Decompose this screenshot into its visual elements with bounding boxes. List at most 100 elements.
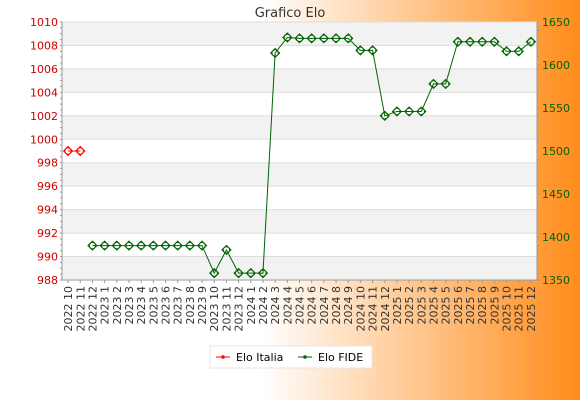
data-point-circle	[125, 241, 133, 250]
data-point-circle	[454, 38, 462, 46]
x-tick-label: 2022 12	[86, 286, 99, 332]
legend-swatch-marker	[221, 355, 225, 359]
x-tick-label: 2024 2	[257, 286, 270, 325]
series-elo-italia	[62, 145, 86, 157]
data-point-circle	[417, 107, 425, 116]
y-right-tick-label: 1550	[542, 102, 570, 115]
y-left-tick-label: 1006	[30, 63, 58, 76]
data-point-circle	[320, 34, 328, 43]
data-point-circle	[295, 34, 304, 43]
data-point-circle	[113, 241, 121, 250]
x-tick-label: 2022 10	[62, 286, 75, 332]
data-point-circle	[332, 34, 340, 43]
y-left-tick-label: 1010	[30, 16, 58, 29]
data-point-circle	[356, 46, 365, 55]
x-tick-label: 2025 8	[476, 286, 489, 325]
x-tick-label: 2025 1	[391, 286, 404, 325]
x-tick-label: 2025 4	[427, 286, 440, 325]
data-point-circle	[405, 107, 413, 116]
data-point-circle	[259, 269, 267, 277]
x-tick-label: 2025 3	[415, 286, 428, 325]
data-point-circle	[393, 107, 401, 116]
data-point-circle	[490, 38, 499, 46]
legend-swatch-marker	[303, 355, 307, 359]
y-right-tick-label: 1350	[542, 274, 570, 287]
plot-area	[62, 22, 537, 280]
plot-band	[62, 68, 537, 93]
data-point-circle	[271, 49, 279, 57]
x-tick-label: 2024 1	[245, 286, 258, 325]
data-point-circle	[429, 80, 438, 88]
data-point-circle	[137, 241, 145, 250]
x-tick-label: 2024 10	[354, 286, 367, 332]
x-tick-label: 2023 9	[196, 286, 209, 325]
data-point-circle	[247, 269, 255, 277]
x-tick-label: 2023 4	[135, 286, 148, 325]
x-tick-label: 2024 9	[342, 286, 355, 325]
data-point-circle	[515, 47, 523, 55]
y-left-tick-label: 990	[37, 251, 58, 264]
legend-label: Elo FIDE	[318, 351, 363, 364]
x-tick-label: 2023 8	[184, 286, 197, 325]
x-tick-label: 2023 2	[111, 286, 124, 325]
x-tick-label: 2025 7	[464, 286, 477, 325]
x-tick-label: 2025 9	[488, 286, 501, 325]
y-left-tick-label: 1002	[30, 110, 58, 123]
data-point-circle	[234, 269, 243, 277]
y-left-tick-label: 994	[37, 204, 58, 217]
data-point-circle	[174, 241, 182, 250]
data-point-circle	[344, 34, 352, 43]
x-tick-label: 2024 8	[330, 286, 343, 325]
x-tick-label: 2023 10	[208, 286, 221, 332]
x-tick-label: 2025 11	[513, 286, 526, 332]
data-point-circle	[466, 38, 474, 46]
data-point-circle	[88, 241, 97, 250]
x-tick-label: 2024 7	[318, 286, 331, 325]
x-tick-label: 2023 7	[172, 286, 185, 325]
x-tick-label: 2024 6	[306, 286, 319, 325]
data-point-circle	[502, 47, 511, 55]
y-left-tick-label: 996	[37, 180, 58, 193]
data-point-circle	[527, 38, 535, 46]
y-right-tick-label: 1450	[542, 188, 570, 201]
x-tick-label: 2023 6	[160, 286, 173, 325]
x-tick-label: 2025 12	[525, 286, 538, 332]
y-right-tick-label: 1650	[542, 16, 570, 29]
series-line	[92, 36, 532, 275]
data-point-circle	[307, 34, 316, 43]
data-point-circle	[222, 246, 231, 254]
data-point-circle	[198, 241, 206, 250]
data-point-circle	[478, 38, 486, 46]
data-point-circle	[283, 33, 292, 42]
y-left-tick-label: 988	[37, 274, 58, 287]
y-left-tick-label: 992	[37, 227, 58, 240]
x-tick-label: 2022 11	[74, 286, 87, 332]
data-point-circle	[368, 46, 377, 55]
y-right-tick-label: 1500	[542, 145, 570, 158]
x-tick-label: 2023 3	[123, 286, 136, 325]
series-elo-fide	[87, 32, 537, 279]
x-tick-label: 2023 11	[220, 286, 233, 332]
data-point-circle	[381, 112, 389, 120]
data-point-circle	[100, 241, 109, 250]
x-tick-label: 2023 1	[99, 286, 112, 325]
x-tick-label: 2024 12	[379, 286, 392, 332]
x-tick-label: 2024 4	[281, 286, 294, 325]
data-point-circle	[210, 269, 218, 277]
x-tick-label: 2024 5	[294, 286, 307, 325]
x-tick-label: 2025 6	[452, 286, 465, 325]
y-left-tick-label: 1008	[30, 39, 58, 52]
plot-band	[62, 256, 537, 280]
data-point-circle	[64, 147, 72, 155]
x-tick-label: 2025 10	[501, 286, 514, 332]
plot-band	[62, 162, 537, 187]
y-left-tick-label: 998	[37, 157, 58, 170]
x-tick-label: 2024 11	[367, 286, 380, 332]
x-tick-label: 2025 2	[403, 286, 416, 325]
x-tick-label: 2023 12	[233, 286, 246, 332]
y-right-tick-label: 1600	[542, 59, 570, 72]
y-right-tick-label: 1400	[542, 231, 570, 244]
y-left-tick-label: 1004	[30, 86, 58, 99]
